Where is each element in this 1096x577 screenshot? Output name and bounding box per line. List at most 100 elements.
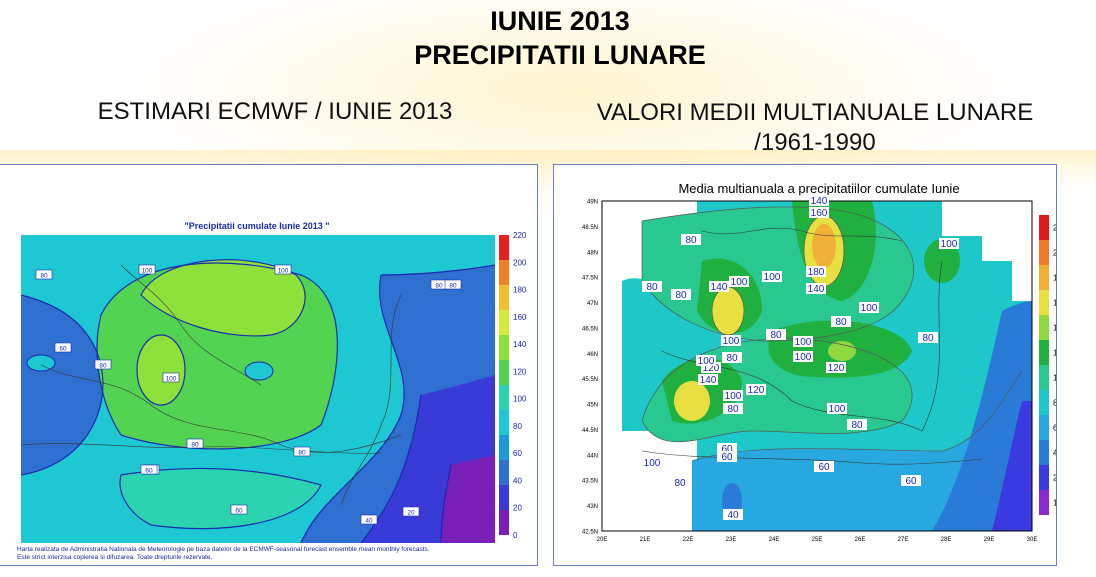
contour-label: 80 <box>675 290 687 301</box>
mask-nw <box>602 231 642 281</box>
colorbar-swatch <box>1039 340 1049 365</box>
colorbar-swatch <box>499 435 509 460</box>
contour-label: 100 <box>278 268 289 275</box>
contour-label-box <box>293 446 311 457</box>
colorbar-swatch <box>499 510 509 535</box>
colorbar-tick-label: 20 <box>1053 474 1056 483</box>
colorbar-swatch <box>1039 365 1049 390</box>
contour-label: 60 <box>235 508 243 515</box>
mask-sw <box>602 471 682 531</box>
right-caption: VALORI MEDII MULTIANUALE LUNARE /1961-19… <box>560 98 1070 158</box>
colorbar-tick-label: 0 <box>513 531 518 540</box>
contour-label-box <box>717 451 737 462</box>
longitude-tick-label: 22E <box>683 537 694 543</box>
ecmwf-forecast-map: "Precipitatii cumulate Iunie 2013 " <box>20 221 527 544</box>
colorbar-swatch <box>1039 215 1049 240</box>
latitude-ticks: 49N 48.5N 48N 47.5N 47N 46.5N 46N 45.5N 45N 44.5N… <box>582 200 598 536</box>
contour-label-box <box>847 419 867 430</box>
contour-label-box <box>186 438 204 449</box>
colorbar-swatch <box>499 235 509 260</box>
longitude-tick-label: 25E <box>812 537 823 543</box>
colorbar-tick-label: 80 <box>1053 399 1056 408</box>
latitude-tick-label: 44N <box>587 453 598 459</box>
contour-label: 100 <box>731 277 748 288</box>
colorbar-tick-label: 200 <box>513 258 527 267</box>
colorbar-tick-label: 100 <box>1053 374 1056 383</box>
longitude-tick-label: 23E <box>726 537 737 543</box>
contour-label: 120 <box>828 363 845 374</box>
contour-label: 60 <box>721 444 733 455</box>
colorbar-tick-label: 10 <box>1053 499 1056 508</box>
contour-label-box <box>814 461 834 472</box>
contour-label-box <box>642 457 662 468</box>
colorbar-swatch <box>499 485 509 510</box>
contour-label: 100 <box>142 268 153 275</box>
contour-label-box <box>717 443 737 454</box>
page-subtitle: PRECIPITATII LUNARE <box>414 40 706 70</box>
colorbar-tick-label: 40 <box>513 476 522 485</box>
colorbar-tick-label: 200 <box>1053 249 1056 258</box>
left-map-title: "Precipitatii cumulate Iunie 2013 " <box>184 221 329 231</box>
contour-label: 40 <box>365 518 373 525</box>
field-left-blue <box>21 295 103 475</box>
colorbar-tick-label: 180 <box>513 286 527 295</box>
colorbar-swatch <box>1039 440 1049 465</box>
contour-label: 100 <box>829 404 846 415</box>
colorbar-tick-label: 80 <box>513 422 522 431</box>
contour-label: 80 <box>770 330 782 341</box>
contour-label-box <box>230 504 248 515</box>
contour-label-box <box>918 332 938 343</box>
field-south-60 <box>120 468 322 529</box>
mean-sw-140 <box>674 381 710 421</box>
colorbar-tick-label: 100 <box>513 395 527 404</box>
field-north-120 <box>141 259 306 336</box>
field-west-100 <box>137 335 185 405</box>
contour-label-box <box>859 302 879 313</box>
contour-label-box <box>793 351 813 362</box>
right-caption-line2: /1961-1990 <box>754 129 876 156</box>
field-east-0 <box>441 455 495 543</box>
colorbar-tick-label: 160 <box>1053 299 1056 308</box>
colorbar-tick-label: 160 <box>513 313 527 322</box>
mean-center-120 <box>828 341 856 361</box>
contour-label: 120 <box>748 385 765 396</box>
longitude-ticks: 20E 21E 22E 23E 24E 25E 26E 27E 28E 29E 30E <box>597 537 1038 543</box>
contour-label-box <box>54 342 72 353</box>
contour-label-box <box>729 276 749 287</box>
colorbar-tick-label: 40 <box>1053 449 1056 458</box>
mean-west-140 <box>712 287 744 335</box>
contour-label-box <box>670 477 690 488</box>
longitude-tick-label: 29E <box>984 537 995 543</box>
contour-label: 80 <box>922 333 934 344</box>
multiannual-mean-map: Media multianuala a precipitatiilor cumu… <box>582 181 1067 543</box>
contour-label-box <box>806 266 826 277</box>
contour-label-box <box>35 269 53 280</box>
latitude-tick-label: 42.5N <box>582 530 598 536</box>
longitude-tick-label: 21E <box>640 537 651 543</box>
left-contour-labels: 801001006080801008060806080604020 <box>35 264 462 525</box>
contour-label: 80 <box>298 450 306 457</box>
contour-label-box <box>793 336 813 347</box>
contour-label-box <box>696 355 716 366</box>
contour-label-box <box>809 195 829 206</box>
colorbar-tick-label: 140 <box>1053 324 1056 333</box>
colorbar-tick-label: 60 <box>1053 424 1056 433</box>
contour-label-box <box>831 316 851 327</box>
contour-label-box <box>274 264 292 275</box>
contour-label: 60 <box>905 476 917 487</box>
contour-label-box <box>721 335 741 346</box>
contour-label-box <box>681 234 701 245</box>
contour-label: 20 <box>407 510 415 517</box>
contour-label-box <box>939 238 959 249</box>
contour-label: 100 <box>723 336 740 347</box>
colorbar-swatch <box>1039 240 1049 265</box>
colorbar-tick-label: 20 <box>513 504 522 513</box>
longitude-tick-label: 24E <box>769 537 780 543</box>
ecmwf-forecast-map-panel: "Precipitatii cumulate Iunie 2013 " <box>0 164 538 566</box>
contour-label: 60 <box>721 452 733 463</box>
contour-label: 80 <box>726 353 738 364</box>
page-title: IUNIE 2013 <box>490 6 630 36</box>
contour-label-box <box>746 384 766 395</box>
contour-label: 100 <box>644 458 661 469</box>
contour-label: 140 <box>811 196 828 207</box>
